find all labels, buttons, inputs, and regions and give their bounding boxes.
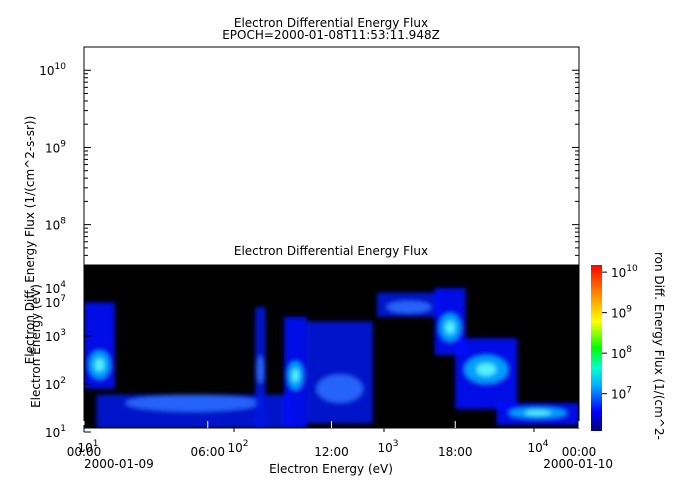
flux-peak [291,369,299,382]
time-tick-label: 12:00 [314,445,349,459]
time-tick-label: 00:00 [562,445,597,459]
colorbar-ticks: 1010 109 108 107 [602,264,638,402]
line-plot-y-ticks: 1010 109 108 107 [39,62,579,310]
x-date-end: 2000-01-10 [543,457,613,471]
flux-peak [94,358,105,372]
line-plot-x-ticks: 101 102 103 104 [77,425,549,455]
line-plot-frame [83,46,580,266]
energy-tick-label: 104 [45,280,66,296]
energy-tick-label: 102 [45,376,66,392]
spectrogram-time-ticks: 00:00 06:00 12:00 18:00 00:00 [67,421,597,459]
y-tick-label: 108 [45,217,66,233]
spectrogram-title: Electron Differential Energy Flux [234,244,428,258]
time-tick-label: 18:00 [438,445,473,459]
x-tick-label: 102 [227,439,248,455]
flux-core [125,394,262,412]
y-tick-label: 109 [45,139,66,155]
time-tick-label: 00:00 [67,445,102,459]
flux-core [256,355,264,384]
colorbar-tick-label: 109 [611,305,632,321]
flux-peak [445,321,455,334]
flux-core [386,300,432,314]
time-tick-label: 06:00 [190,445,225,459]
colorbar-label: ron Diff. Energy Flux (1/(cm^2- [652,252,666,440]
spectrogram-ylabel: Electron Energy (eV) [29,284,43,408]
colorbar-tick-label: 108 [611,345,632,361]
colorbar-gradient [591,265,602,431]
y-tick-label: 1010 [39,62,66,78]
flux-peak [524,410,551,416]
colorbar-tick-label: 107 [611,386,632,402]
line-plot-panel: Electron Differential Energy Flux EPOCH=… [23,16,580,365]
spectrogram-panel: Electron Differential Energy Flux 104 103… [29,244,613,471]
x-tick-label: 103 [377,439,398,455]
colorbar: 1010 109 108 107 ron Diff. Energy Flux (1/(… [591,252,666,440]
spectrogram-y-ticks: 104 103 102 101 [45,280,91,440]
energy-tick-label: 101 [45,424,66,440]
colorbar-tick-label: 1010 [611,264,638,280]
energy-tick-label: 103 [45,328,66,344]
x-tick-label: 104 [527,439,548,455]
flux-region [306,321,373,424]
y-tick-label: 107 [45,294,66,310]
line-plot-title: Electron Differential Energy Flux [234,16,428,30]
x-date-start: 2000-01-09 [84,457,154,471]
flux-peak [476,363,496,376]
flux-core [316,374,363,403]
x-tick-label: 101 [77,439,98,455]
line-plot-subtitle: EPOCH=2000-01-08T11:53:11.948Z [222,28,440,42]
line-plot-ylabel: Electron Diff. Energy Flux (1/(cm^2-s-sr… [23,116,37,365]
line-plot-xlabel: Electron Energy (eV) [269,462,393,476]
